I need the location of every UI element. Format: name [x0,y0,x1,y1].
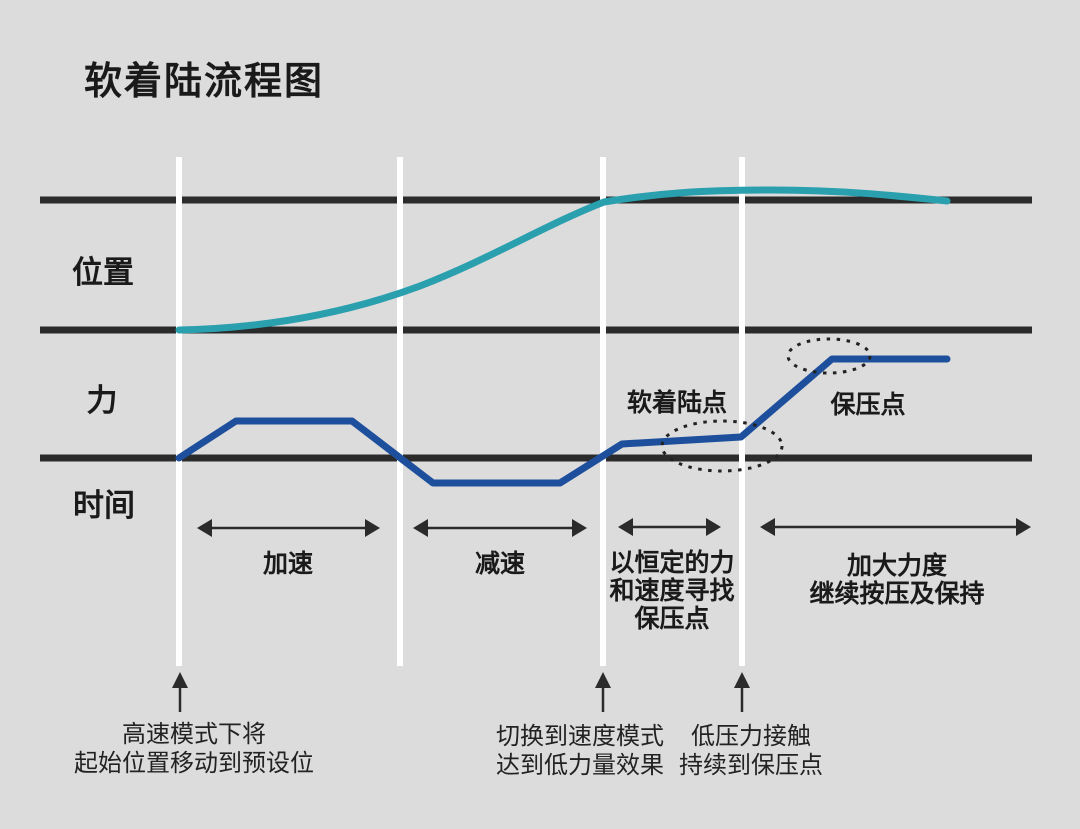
phase-arrow-hold [760,518,1031,536]
holding-point-ellipse [786,337,872,375]
phase-arrow-decelerate [413,519,587,537]
phase-label-hold: 加大力度 继续按压及保持 [809,552,984,608]
soft-landing-point-ellipse [660,419,784,473]
note-1: 高速模式下将 起始位置移动到预设位 [74,720,314,778]
note-3-line1: 低压力接触 [691,723,811,750]
phase-label-search-line2: 和速度寻找 [609,577,735,605]
band-label-time: 时间 [73,488,135,523]
note-3-line2: 持续到保压点 [679,752,823,779]
note-1-line2: 起始位置移动到预设位 [74,750,314,777]
diagram-title: 软着陆流程图 [84,61,325,103]
force-curve [175,355,951,487]
note-arrow-2 [595,672,611,712]
phase-arrow-accelerate [197,519,380,537]
phase-label-decelerate: 减速 [474,550,526,578]
phase-label-search-line3: 保压点 [634,605,710,633]
note-2: 切换到速度模式 达到低力量效果 [496,722,664,780]
position-curve [175,186,951,334]
soft-landing-point-label: 软着陆点 [626,389,728,417]
phase-label-hold-line2: 继续按压及保持 [809,580,985,608]
phase-arrow-search [618,518,721,536]
note-arrow-3 [734,672,750,712]
phase-label-accelerate: 加速 [262,550,314,578]
note-1-line1: 高速模式下将 [122,721,266,748]
band-label-force: 力 [86,383,118,418]
phase-label-search: 以恒定的力 和速度寻找 保压点 [609,549,734,633]
note-3: 低压力接触 持续到保压点 [679,722,823,780]
phase-label-search-line1: 以恒定的力 [609,549,735,577]
note-2-line2: 达到低力量效果 [496,752,664,779]
note-arrow-1 [172,672,188,712]
band-label-position: 位置 [72,255,134,290]
note-2-line1: 切换到速度模式 [496,723,664,750]
holding-point-label: 保压点 [830,391,906,419]
phase-label-hold-line1: 加大力度 [846,552,948,580]
